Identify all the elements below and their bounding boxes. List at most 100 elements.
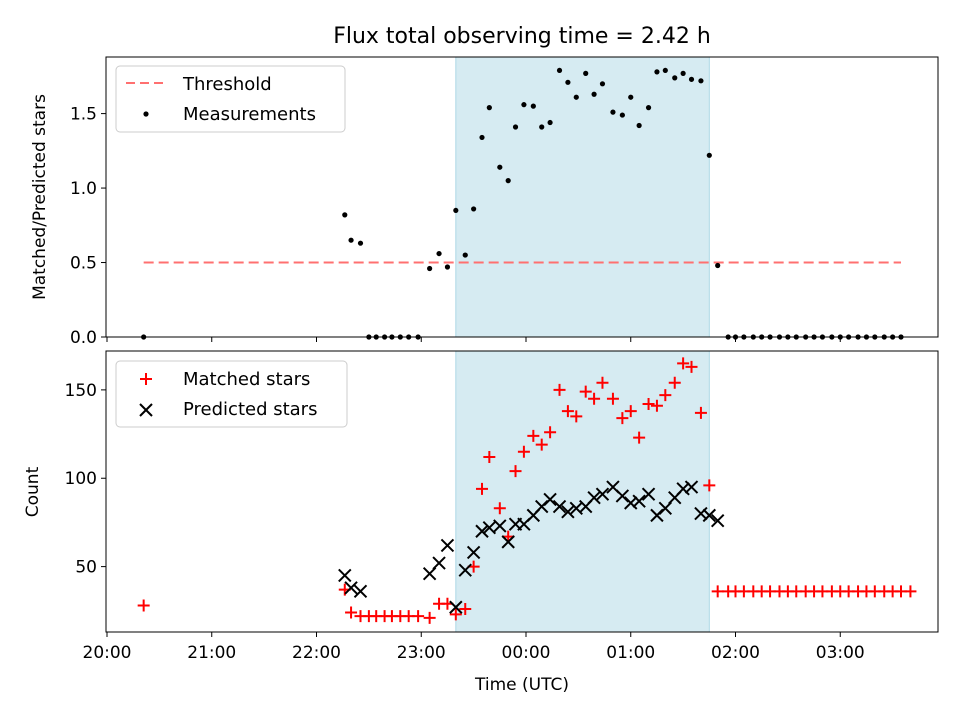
measurement-point — [565, 79, 571, 85]
predicted-point — [440, 538, 455, 553]
matched-point — [606, 392, 619, 405]
matched-point — [588, 392, 601, 405]
matched-point — [483, 451, 496, 464]
legend-predicted-swatch — [139, 403, 153, 417]
measurement-point — [662, 67, 668, 74]
top-axes-frame — [105, 56, 939, 338]
measurement-point — [573, 94, 579, 100]
bottom-legend: Matched stars Predicted stars — [115, 360, 348, 428]
measurement-point — [591, 91, 597, 97]
top-y-label: Matched/Predicted stars — [30, 94, 50, 300]
measurement-point — [486, 105, 492, 111]
matched-point — [527, 429, 540, 442]
predicted-point — [641, 487, 656, 501]
matched-point — [535, 438, 548, 451]
measurement-point — [654, 69, 660, 75]
measurement-point — [688, 76, 695, 82]
predicted-point — [632, 494, 646, 508]
top-legend: Threshold Measurements — [115, 65, 346, 133]
matched-point — [711, 585, 724, 598]
legend-matched-swatch — [140, 373, 152, 385]
matched-point — [459, 603, 472, 616]
x-tick-label: 00:00 — [502, 643, 551, 663]
matched-point — [570, 410, 583, 423]
measurement-point — [342, 212, 348, 218]
measurement-point — [698, 78, 704, 84]
measurement-point — [539, 124, 545, 130]
matched-point — [677, 357, 690, 370]
matched-point — [561, 405, 574, 418]
measurement-point — [556, 67, 563, 74]
predicted-point — [702, 508, 717, 523]
predicted-point — [422, 566, 437, 581]
predicted-point — [710, 513, 725, 528]
measurement-point — [436, 250, 442, 257]
legend-predicted-label: Predicted stars — [183, 399, 317, 420]
measurement-point — [497, 164, 503, 170]
measurement-point — [512, 124, 519, 130]
predicted-point — [482, 521, 497, 535]
x-axis-label: Time (UTC) — [474, 675, 569, 695]
measurement-point — [599, 81, 606, 87]
matched-point — [659, 389, 672, 402]
matched-point — [517, 445, 530, 458]
observing-window-bottom — [455, 350, 710, 633]
matched-point — [642, 398, 655, 411]
bottom-y-tick-label: 100 — [65, 469, 97, 489]
measurement-point — [680, 70, 686, 76]
matched-point — [650, 399, 663, 412]
measurement-point — [521, 102, 527, 108]
matched-point — [493, 502, 506, 515]
top-y-tick-label: 0.5 — [70, 254, 97, 274]
measurement-point — [444, 264, 451, 270]
measurement-point — [706, 152, 712, 158]
matched-point — [579, 385, 592, 398]
x-tick-label: 23:00 — [397, 643, 446, 663]
measurement-point — [628, 94, 634, 100]
legend-matched-label: Matched stars — [183, 369, 310, 390]
predicted-point — [587, 490, 601, 505]
matched-point — [616, 412, 629, 425]
predicted-point — [561, 505, 575, 519]
predicted-point — [353, 584, 368, 599]
matched-point — [685, 360, 698, 373]
x-tick-label: 22:00 — [292, 643, 341, 663]
bottom-axes-frame — [105, 350, 939, 633]
matched-point — [423, 611, 436, 624]
bottom-y-tick-label: 50 — [75, 558, 97, 578]
matched-point — [345, 606, 358, 619]
matched-point — [904, 585, 917, 598]
predicted-point — [493, 519, 507, 533]
measurement-point — [715, 262, 721, 269]
measurement-point — [462, 252, 468, 258]
matched-point — [476, 482, 489, 495]
top-y-tick-label: 0.0 — [70, 328, 97, 348]
legend-threshold-label: Threshold — [182, 74, 272, 95]
measurement-point — [471, 206, 477, 212]
matched-point — [633, 431, 646, 444]
matched-point — [694, 406, 707, 419]
predicted-point — [475, 524, 489, 538]
predicted-point — [338, 568, 352, 583]
top-y-tick-label: 1.5 — [70, 105, 97, 125]
measurement-point — [547, 119, 553, 126]
observing-window-top — [455, 56, 710, 338]
bottom-y-tick-label: 150 — [65, 381, 97, 401]
predicted-point — [543, 492, 557, 507]
predicted-point — [466, 545, 481, 560]
predicted-point — [552, 499, 567, 514]
bottom-y-label: Count — [23, 466, 43, 517]
predicted-point — [658, 501, 673, 515]
predicted-point — [344, 581, 358, 595]
predicted-point — [684, 480, 699, 494]
measurement-point — [348, 237, 354, 243]
measurement-point — [610, 109, 616, 115]
measurement-point — [427, 265, 433, 272]
measurement-point — [357, 240, 364, 246]
measurement-point — [479, 134, 485, 141]
predicted-point — [501, 535, 515, 549]
measurement-point — [619, 112, 625, 118]
top-y-axis: 0.0 0.5 1.0 1.5 — [70, 105, 106, 348]
x-tick-label: 02:00 — [711, 643, 760, 663]
